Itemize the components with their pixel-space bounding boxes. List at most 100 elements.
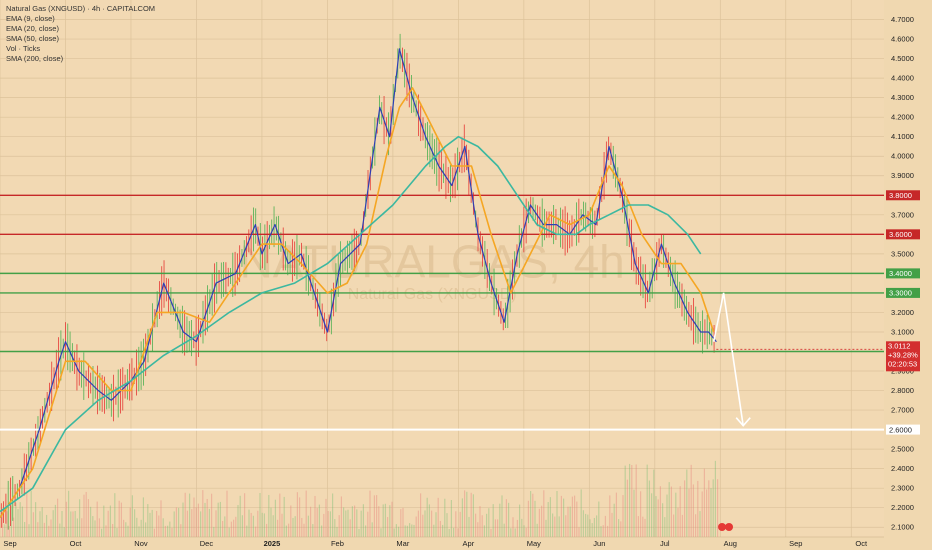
legend-sma200[interactable]: SMA (200, close) <box>6 54 64 63</box>
volume-bar <box>208 508 210 537</box>
level-label-bg-0 <box>886 190 920 201</box>
volume-bar <box>519 504 521 537</box>
y-tick-label: 3.5000 <box>891 249 914 258</box>
volume-bar <box>248 509 250 537</box>
volume-bar <box>351 506 353 537</box>
volume-bar <box>147 504 149 537</box>
volume-bar <box>233 519 235 537</box>
current-price-bg <box>886 341 920 372</box>
volume-bar <box>114 493 116 537</box>
volume-bar <box>321 525 323 537</box>
volume-bar <box>327 511 329 537</box>
volume-bar <box>470 492 472 537</box>
volume-bar <box>343 507 345 537</box>
volume-bar <box>167 525 169 537</box>
volume-bar <box>332 493 334 537</box>
volume-bar <box>109 505 111 537</box>
volume-bar <box>587 514 589 537</box>
watermark-main: NATURALGAS, 4h <box>240 235 625 287</box>
volume-bar <box>512 517 514 537</box>
volume-bar <box>380 528 382 537</box>
volume-bar <box>422 514 424 537</box>
volume-bar <box>52 510 54 537</box>
volume-bar <box>435 512 437 537</box>
volume-bar <box>259 492 261 537</box>
y-tick-label: 2.7000 <box>891 406 914 415</box>
volume-bar <box>497 519 499 537</box>
legend-ema9[interactable]: EMA (9, close) <box>6 14 55 23</box>
volume-bar <box>178 507 180 537</box>
volume-bar <box>710 488 712 537</box>
volume-bar <box>281 513 283 537</box>
volume-bar <box>494 519 496 537</box>
volume-bar <box>582 510 584 537</box>
volume-bar <box>35 502 37 537</box>
time-axis-bg <box>0 537 932 550</box>
volume-bar <box>74 510 76 537</box>
volume-bar <box>175 507 177 537</box>
volume-bar <box>83 494 85 537</box>
volume-bar <box>486 513 488 537</box>
volume-bar <box>714 460 716 537</box>
volume-bar <box>347 509 349 537</box>
volume-bar <box>186 510 188 537</box>
volume-bar <box>609 495 611 537</box>
volume-bar <box>30 490 32 537</box>
volume-bar <box>501 495 503 537</box>
volume-bar <box>457 528 459 537</box>
volume-bar <box>516 519 518 537</box>
volume-bar <box>633 489 635 537</box>
volume-bar <box>657 499 659 537</box>
volume-bar <box>644 518 646 537</box>
volume-bar <box>708 480 710 537</box>
volume-bar <box>358 528 360 537</box>
volume-bar <box>8 525 10 537</box>
current-price-change: +39.28% <box>888 350 918 359</box>
volume-bar <box>365 525 367 537</box>
legend-title[interactable]: Natural Gas (XNGUSD) · 4h · CAPITALCOM <box>6 4 156 13</box>
volume-bar <box>558 516 560 537</box>
volume-bar <box>138 526 140 537</box>
volume-bar <box>50 519 52 537</box>
volume-bar <box>101 528 103 537</box>
volume-bar <box>96 501 98 537</box>
volume-bar <box>622 495 624 537</box>
volume-bar <box>488 508 490 537</box>
volume-bar <box>591 523 593 537</box>
legend-sma50[interactable]: SMA (50, close) <box>6 34 59 43</box>
volume-bar <box>637 516 639 537</box>
volume-bar <box>87 499 89 537</box>
volume-bar <box>556 491 558 537</box>
event-icon <box>718 523 727 531</box>
volume-bar <box>57 498 59 537</box>
volume-bar <box>204 502 206 537</box>
series-line-1 <box>0 87 715 518</box>
volume-bar <box>164 525 166 537</box>
volume-bar <box>593 517 595 537</box>
volume-bar <box>695 514 697 537</box>
volume-bar <box>76 518 78 537</box>
plot-area <box>0 0 884 537</box>
volume-bar <box>235 516 237 537</box>
price-axis: 2.1000 2.2000 2.3000 2.4000 2.5000 2.6000 2.70… <box>884 0 932 550</box>
volume-bar <box>4 524 6 537</box>
x-tick-label: Apr <box>463 539 475 548</box>
volume-bar <box>629 463 631 537</box>
volume-bar <box>523 525 525 537</box>
volume-bar <box>699 511 701 537</box>
legend-volume[interactable]: Vol · Ticks <box>6 44 41 53</box>
volume-bar <box>81 518 83 537</box>
volume-bar <box>39 511 41 537</box>
volume-bar <box>389 505 391 537</box>
volume-bar <box>613 503 615 537</box>
volume-bar <box>32 512 34 537</box>
volume-bar <box>596 515 598 537</box>
volume-bar <box>301 517 303 537</box>
event-icon <box>725 523 734 531</box>
legend-ema20[interactable]: EMA (20, close) <box>6 24 59 33</box>
projection-arrow-head <box>735 417 751 427</box>
volume-bar <box>244 493 246 537</box>
volume-bar <box>171 527 173 537</box>
volume-bar <box>211 493 213 537</box>
